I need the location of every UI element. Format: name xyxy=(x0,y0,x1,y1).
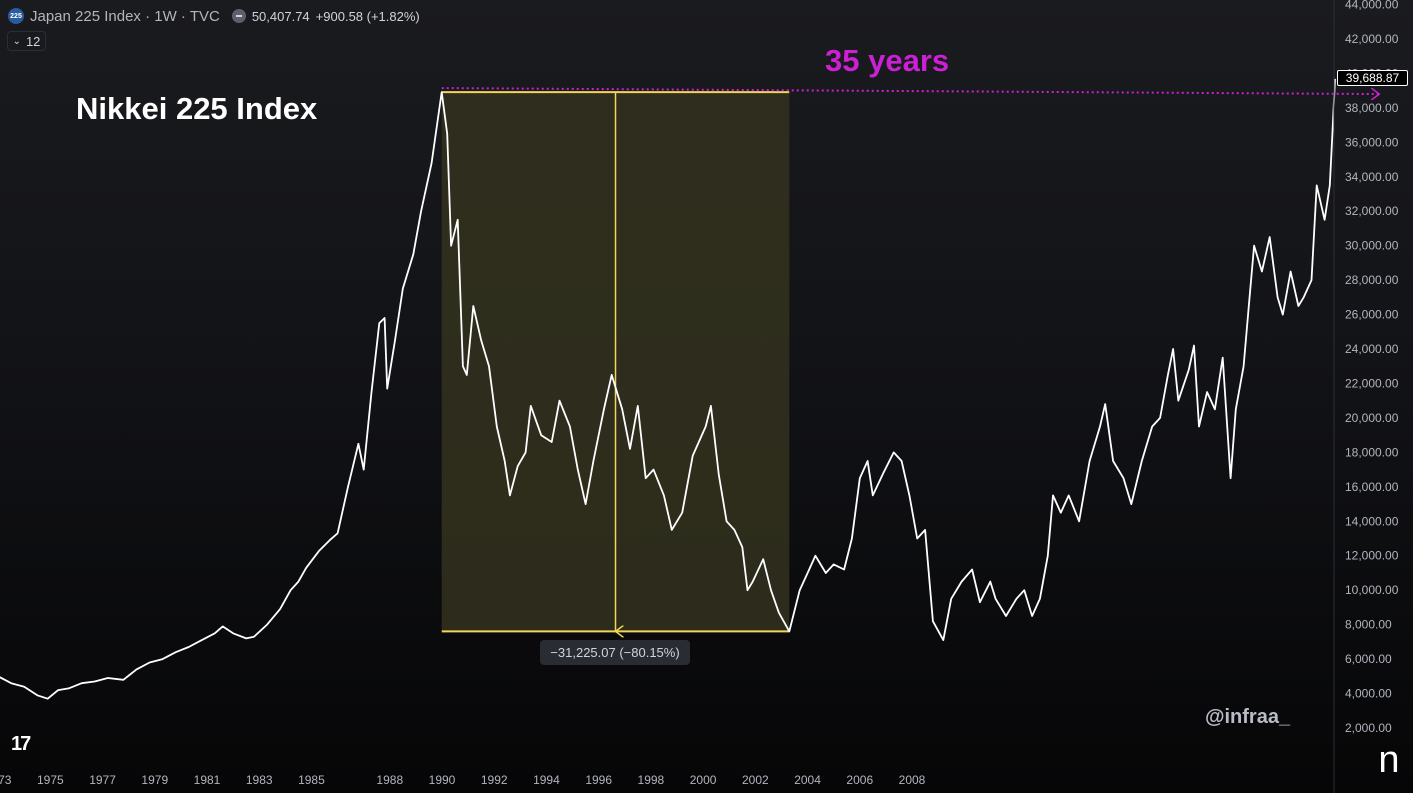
x-tick-label: 1975 xyxy=(37,773,64,787)
y-tick-label: 2,000.00 xyxy=(1345,721,1392,735)
x-tick-label: 1990 xyxy=(429,773,456,787)
y-tick-label: 24,000.00 xyxy=(1345,342,1399,356)
y-tick-label: 34,000.00 xyxy=(1345,170,1399,184)
price-series-line xyxy=(0,78,1336,700)
y-tick-label: 28,000.00 xyxy=(1345,273,1399,287)
x-tick-label: 2002 xyxy=(742,773,769,787)
symbol-badge-icon[interactable]: 225 xyxy=(8,8,24,24)
chevron-down-icon: ⌄ xyxy=(12,35,21,47)
price-change: +900.58 (+1.82%) xyxy=(315,8,420,24)
x-tick-label: 1996 xyxy=(585,773,612,787)
x-tick-label: 2008 xyxy=(899,773,926,787)
y-tick-label: 14,000.00 xyxy=(1345,514,1399,528)
y-tick-label: 18,000.00 xyxy=(1345,445,1399,459)
y-tick-label: 30,000.00 xyxy=(1345,239,1399,253)
market-status-icon[interactable] xyxy=(231,9,246,23)
y-tick-label: 36,000.00 xyxy=(1345,135,1399,149)
x-tick-label: 1988 xyxy=(376,773,403,787)
y-tick-label: 20,000.00 xyxy=(1345,411,1399,425)
x-tick-label: 1998 xyxy=(638,773,665,787)
y-tick-label: 10,000.00 xyxy=(1345,583,1399,597)
x-tick-label: 1979 xyxy=(141,773,168,787)
y-tick-label: 4,000.00 xyxy=(1345,687,1392,701)
author-watermark: @infraa_ xyxy=(1205,706,1291,728)
x-axis: 1973 1975 1977 1979 1981 1983 1985 1988 1990 1992… xyxy=(0,773,926,787)
projection-arrow xyxy=(441,87,1380,94)
indicator-count: 12 xyxy=(25,33,41,49)
tradingview-logo-icon[interactable]: 17 xyxy=(11,733,31,755)
y-tick-label: 26,000.00 xyxy=(1345,308,1399,322)
x-tick-label: 2004 xyxy=(794,773,821,787)
x-tick-label: 1973 xyxy=(0,773,12,787)
y-tick-label: 8,000.00 xyxy=(1345,618,1392,632)
y-axis: 44,000.0042,000.0040,000.0038,000.0036,0… xyxy=(1333,0,1399,793)
symbol-name[interactable]: Japan 225 Index · 1W · TVC xyxy=(30,7,220,25)
y-tick-label: 44,000.00 xyxy=(1345,0,1399,12)
years-annotation: 35 years xyxy=(825,43,950,78)
x-tick-label: 1994 xyxy=(533,773,560,787)
x-tick-label: 2006 xyxy=(846,773,873,787)
x-tick-label: 1985 xyxy=(298,773,325,787)
y-tick-label: 22,000.00 xyxy=(1345,376,1399,390)
chart-title: Nikkei 225 Index xyxy=(76,91,318,126)
last-price-marker: 39,688.87 xyxy=(1337,70,1408,86)
last-price-value: 50,407.74 xyxy=(251,8,310,24)
y-tick-label: 16,000.00 xyxy=(1345,480,1399,494)
x-tick-label: 1992 xyxy=(481,773,508,787)
y-tick-label: 42,000.00 xyxy=(1345,32,1399,46)
corner-logo-icon: n xyxy=(1378,739,1400,781)
measure-label: −31,225.07 (−80.15%) xyxy=(540,640,690,665)
x-tick-label: 2000 xyxy=(690,773,717,787)
x-tick-label: 1977 xyxy=(89,773,116,787)
indicator-toggle-button[interactable]: ⌄ 12 xyxy=(7,31,46,51)
y-tick-label: 12,000.00 xyxy=(1345,549,1399,563)
x-tick-label: 1983 xyxy=(246,773,273,787)
y-tick-label: 38,000.00 xyxy=(1345,101,1399,115)
y-tick-label: 32,000.00 xyxy=(1345,204,1399,218)
chart-header: 225 Japan 225 Index · 1W · TVC 50,407.74… xyxy=(8,6,420,26)
y-tick-label: 6,000.00 xyxy=(1345,652,1392,666)
x-tick-label: 1981 xyxy=(194,773,221,787)
